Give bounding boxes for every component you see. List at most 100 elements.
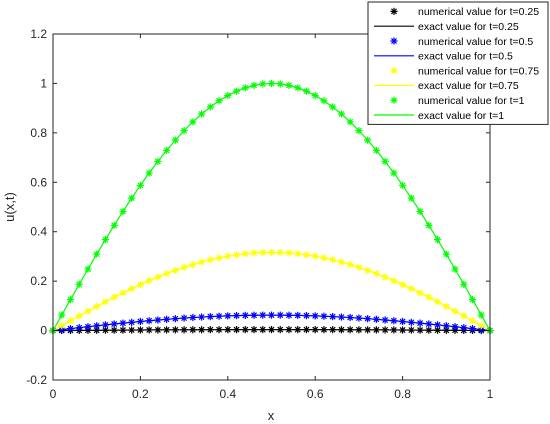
data-point xyxy=(241,326,249,334)
data-point xyxy=(399,281,407,289)
data-point xyxy=(294,250,302,258)
x-tick-label: 0.6 xyxy=(307,387,324,401)
data-point xyxy=(180,326,188,334)
data-point xyxy=(250,249,258,257)
data-point xyxy=(337,258,346,266)
data-point xyxy=(206,312,214,321)
data-point xyxy=(206,326,214,334)
legend-entry: numerical value for t=0.5 xyxy=(390,36,533,48)
data-point xyxy=(329,103,337,111)
data-point xyxy=(189,260,197,269)
data-point xyxy=(416,319,424,327)
data-point xyxy=(241,84,249,92)
data-point xyxy=(136,281,144,289)
data-point xyxy=(302,251,311,259)
x-tick-label: 1 xyxy=(487,387,494,401)
data-point xyxy=(224,252,232,260)
data-point xyxy=(311,91,319,100)
data-point xyxy=(460,324,468,332)
legend-entry: numerical value for t=0.25 xyxy=(390,6,539,18)
data-point xyxy=(154,273,162,281)
data-point xyxy=(355,127,363,135)
data-point xyxy=(58,322,66,330)
legend-label: exact value for t=0.25 xyxy=(418,21,519,33)
data-point xyxy=(224,326,232,334)
data-point xyxy=(433,235,442,244)
data-point xyxy=(267,326,276,334)
data-point xyxy=(294,311,302,319)
data-point xyxy=(425,293,433,301)
data-point xyxy=(224,312,232,320)
data-point xyxy=(311,312,319,320)
data-point xyxy=(84,265,92,273)
data-point xyxy=(136,326,144,334)
legend-label: numerical value for t=0.25 xyxy=(418,6,539,18)
data-point xyxy=(119,207,127,216)
data-point xyxy=(390,169,398,177)
y-tick-label: -0.2 xyxy=(26,373,47,387)
data-point xyxy=(241,311,249,319)
data-point xyxy=(364,315,372,323)
data-point xyxy=(407,194,415,202)
data-point xyxy=(451,307,459,315)
data-point xyxy=(267,311,276,319)
data-point xyxy=(320,254,328,262)
data-point xyxy=(215,97,223,105)
y-tick-label: 1 xyxy=(40,76,47,90)
data-point xyxy=(337,110,346,118)
data-point xyxy=(110,293,118,301)
data-point xyxy=(433,298,442,306)
data-point xyxy=(320,312,328,320)
legend-entry: numerical value for t=0.75 xyxy=(390,65,539,77)
data-point xyxy=(329,256,337,264)
data-point xyxy=(119,289,127,297)
data-point xyxy=(145,326,153,334)
data-point xyxy=(276,80,284,88)
data-point xyxy=(381,273,389,281)
data-point xyxy=(294,326,302,334)
data-point xyxy=(128,326,136,334)
data-point xyxy=(101,235,110,244)
data-point xyxy=(451,323,459,331)
data-point xyxy=(442,322,450,330)
legend-label: exact value for t=1 xyxy=(418,110,504,122)
data-point xyxy=(189,118,197,126)
data-point xyxy=(215,254,223,262)
x-tick-label: 0.8 xyxy=(394,387,411,401)
data-point xyxy=(425,326,433,334)
data-point xyxy=(390,317,398,325)
legend-marker xyxy=(390,37,398,45)
data-point xyxy=(163,269,171,278)
data-point xyxy=(355,314,363,322)
legend-label: numerical value for t=1 xyxy=(418,95,525,107)
data-point xyxy=(416,207,424,216)
data-point xyxy=(311,326,319,334)
data-point xyxy=(468,295,477,304)
data-point xyxy=(189,326,197,334)
legend-box xyxy=(367,1,549,125)
data-point xyxy=(381,157,389,165)
data-point xyxy=(136,181,144,189)
data-point xyxy=(451,265,459,273)
data-point xyxy=(101,298,110,306)
data-point xyxy=(468,325,477,333)
data-point xyxy=(390,277,398,285)
data-point xyxy=(320,326,328,334)
data-point xyxy=(75,280,83,288)
data-point xyxy=(259,326,267,334)
data-point xyxy=(163,326,171,334)
data-point xyxy=(468,317,477,325)
data-point xyxy=(407,326,415,334)
x-axis-label: x xyxy=(268,408,275,423)
data-point xyxy=(460,312,468,320)
x-tick-label: 0 xyxy=(50,387,57,401)
data-point xyxy=(224,91,232,100)
data-point xyxy=(119,326,127,334)
data-point xyxy=(171,326,179,334)
data-point xyxy=(381,316,389,324)
data-point xyxy=(381,326,389,334)
legend-label: numerical value for t=0.5 xyxy=(418,36,533,48)
data-point xyxy=(320,97,328,105)
data-point xyxy=(250,326,258,334)
data-point xyxy=(337,313,346,321)
